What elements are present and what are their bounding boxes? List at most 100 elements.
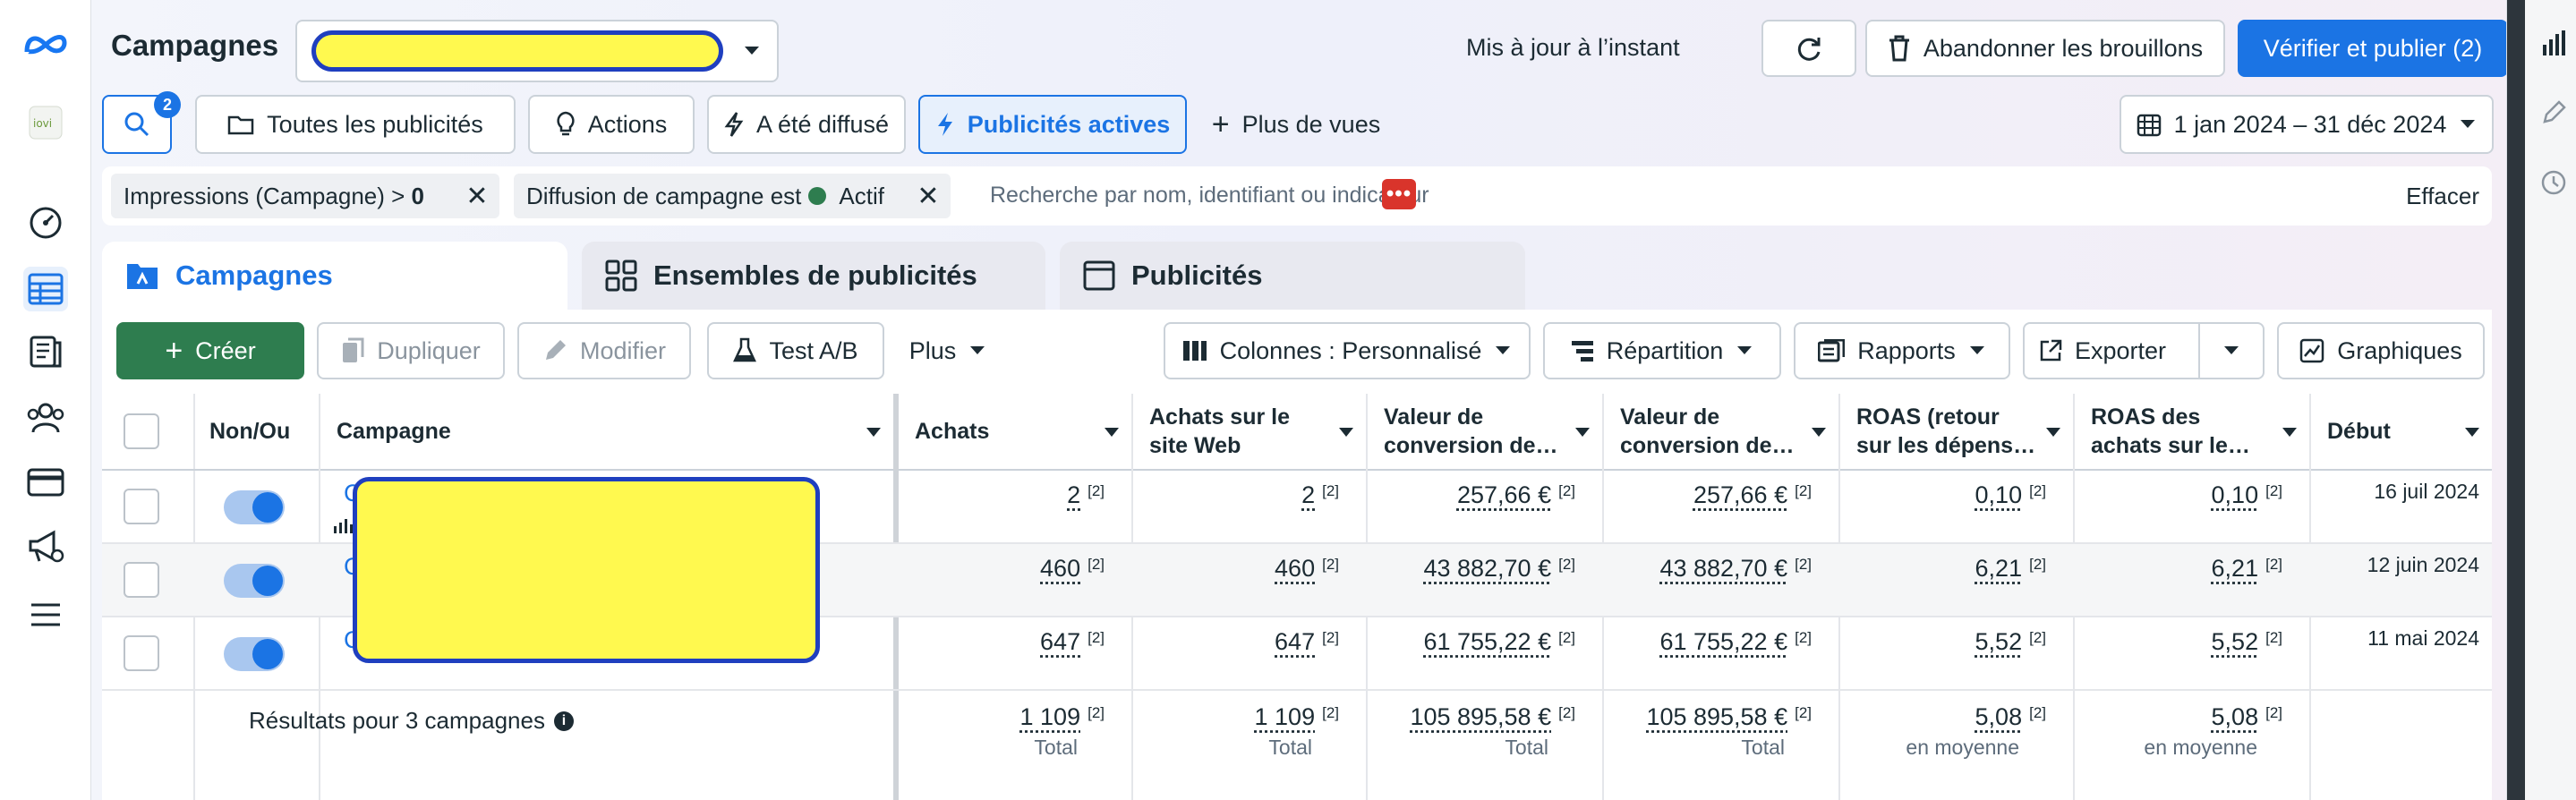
reports-button[interactable]: Rapports (1794, 322, 2010, 379)
header-conversion-value-2[interactable]: Valeur de conversion de… (1604, 394, 1838, 471)
filter-chip-delivery[interactable]: Diffusion de campagne est Actif ✕ (514, 174, 951, 218)
header-roas-2[interactable]: ROAS des achats sur le… (2075, 394, 2309, 471)
header-roas-1[interactable]: ROAS (retour sur les dépens… (1840, 394, 2073, 471)
footnote: [2] (1795, 556, 1812, 573)
footnote: [2] (1558, 482, 1575, 499)
footnote: [2] (2265, 704, 2282, 721)
tab-ad-sets[interactable]: Ensembles de publicités (582, 242, 1045, 310)
header-campaign[interactable]: Campagne (320, 394, 893, 471)
tab-campaigns[interactable]: Campagnes (102, 242, 567, 310)
summary-conversion-value-1-caption: Total (1505, 736, 1548, 759)
pages-book-icon[interactable] (23, 329, 68, 374)
tab-ads[interactable]: Publicités (1060, 242, 1525, 310)
view-all-ads[interactable]: Toutes les publicités (195, 95, 516, 154)
create-label: Créer (195, 336, 256, 364)
active-status-dot (808, 187, 827, 205)
view-delivered-label: A été diffusé (755, 110, 890, 138)
duplicate-button[interactable]: Dupliquer (317, 322, 505, 379)
review-publish-button[interactable]: Vérifier et publier (2) (2238, 20, 2508, 77)
header-start[interactable]: Début (2311, 394, 2492, 471)
ads-manager-table-icon[interactable] (23, 267, 68, 311)
view-active-ads[interactable]: Publicités actives (918, 95, 1187, 154)
select-all-checkbox[interactable] (124, 413, 159, 449)
dashboard-gauge-icon[interactable] (23, 200, 68, 245)
bar-chart-icon[interactable] (2536, 25, 2572, 61)
header-conversion-value-1[interactable]: Valeur de conversion de… (1368, 394, 1602, 471)
search-button[interactable]: 2 (102, 91, 181, 154)
review-publish-label: Vérifier et publier (2) (2263, 34, 2483, 62)
campaign-toggle[interactable] (224, 490, 285, 524)
breakdown-icon (1571, 341, 1593, 362)
lightbulb-icon (557, 111, 575, 136)
svg-text:iovi: iovi (33, 117, 52, 130)
summary-conversion-value-2: 105 895,58 € [2] (1646, 703, 1812, 731)
flask-icon (733, 337, 757, 362)
clear-filters-link[interactable]: Effacer (2406, 183, 2479, 209)
row-checkbox[interactable] (124, 562, 159, 598)
header-conversion-value-2-line1: Valeur de (1620, 404, 1720, 430)
campaign-toggle[interactable] (224, 564, 285, 598)
filter-delivery-value: Actif (839, 182, 884, 209)
history-clock-icon[interactable] (2536, 165, 2572, 200)
folder-icon (227, 115, 254, 135)
breakdown-button[interactable]: Répartition (1543, 322, 1781, 379)
columns-button[interactable]: Colonnes : Personnalisé (1164, 322, 1531, 379)
refresh-button[interactable] (1761, 20, 1856, 77)
campaign-toggle[interactable] (224, 637, 285, 671)
value: 1 109 (1019, 703, 1081, 730)
edit-button[interactable]: Modifier (517, 322, 691, 379)
row-checkbox[interactable] (124, 635, 159, 671)
footnote: [2] (1322, 482, 1339, 499)
plus-icon: + (165, 333, 183, 368)
plus-icon: + (1211, 106, 1230, 141)
header-purchases[interactable]: Achats (899, 394, 1131, 471)
bar-chart-small-icon (334, 519, 353, 533)
header-select-all[interactable] (102, 394, 193, 471)
discard-drafts-button[interactable]: Abandonner les brouillons (1865, 20, 2225, 77)
campaign-selector-dropdown[interactable] (295, 20, 779, 82)
header-purchases-label: Achats (915, 419, 990, 444)
account-avatar-icon[interactable]: iovi (23, 100, 68, 145)
summary-purchases-caption: Total (1034, 736, 1078, 759)
info-icon[interactable]: i (553, 711, 574, 731)
sort-arrow-icon (1575, 428, 1590, 437)
export-button[interactable]: Exporter (2023, 322, 2265, 379)
audiences-people-icon[interactable] (23, 396, 68, 440)
campaign-settings-megaphone-icon[interactable] (23, 524, 68, 569)
row-checkbox[interactable] (124, 489, 159, 524)
close-icon[interactable]: ✕ (465, 181, 489, 211)
value: 460 (1040, 555, 1081, 582)
close-icon[interactable]: ✕ (917, 181, 940, 211)
more-button[interactable]: Plus (890, 322, 1006, 379)
table-row[interactable]: C 647[2] 647[2] 61 755,22 €[2] 61 755,22… (102, 617, 2492, 691)
view-delivered[interactable]: A été diffusé (707, 95, 906, 154)
value: 647 (1275, 628, 1316, 655)
cell-roas-1: 6,21 [2] (1975, 555, 2046, 583)
summary-website-purchases: 1 109 [2] (1255, 703, 1339, 731)
export-label: Exporter (2074, 336, 2167, 364)
cell-conversion-value-2: 61 755,22 € [2] (1659, 628, 1812, 656)
create-button[interactable]: + Créer (116, 322, 304, 379)
header-website-purchases[interactable]: Achats sur le site Web (1133, 394, 1366, 471)
sort-arrow-icon (2465, 428, 2479, 437)
export-options-dropdown[interactable] (2202, 324, 2261, 378)
footnote: [2] (2029, 556, 2046, 573)
header-roas-2-line1: ROAS des (2091, 404, 2201, 430)
edit-pencil-icon[interactable] (2536, 95, 2572, 131)
sort-arrow-icon (1105, 428, 1119, 437)
view-actions[interactable]: Actions (528, 95, 695, 154)
meta-logo-icon[interactable] (23, 21, 68, 66)
reports-label: Rapports (1857, 336, 1956, 364)
filter-chip-impressions[interactable]: Impressions (Campagne) > 0 ✕ (111, 174, 499, 218)
sort-arrow-icon (2046, 428, 2060, 437)
header-onoff[interactable]: Non/Ou (193, 394, 319, 471)
date-range-picker[interactable]: 1 jan 2024 – 31 déc 2024 (2120, 95, 2494, 154)
menu-hamburger-icon[interactable] (23, 592, 68, 637)
billing-card-icon[interactable] (23, 460, 68, 505)
charts-button[interactable]: Graphiques (2277, 322, 2485, 379)
value: 105 895,58 € (1410, 703, 1552, 730)
more-views-button[interactable]: + Plus de vues (1199, 95, 1393, 154)
chevron-down-icon (2224, 346, 2239, 354)
filter-search-input[interactable]: Recherche par nom, identifiant ou indica… (990, 183, 1429, 208)
ab-test-button[interactable]: Test A/B (707, 322, 884, 379)
